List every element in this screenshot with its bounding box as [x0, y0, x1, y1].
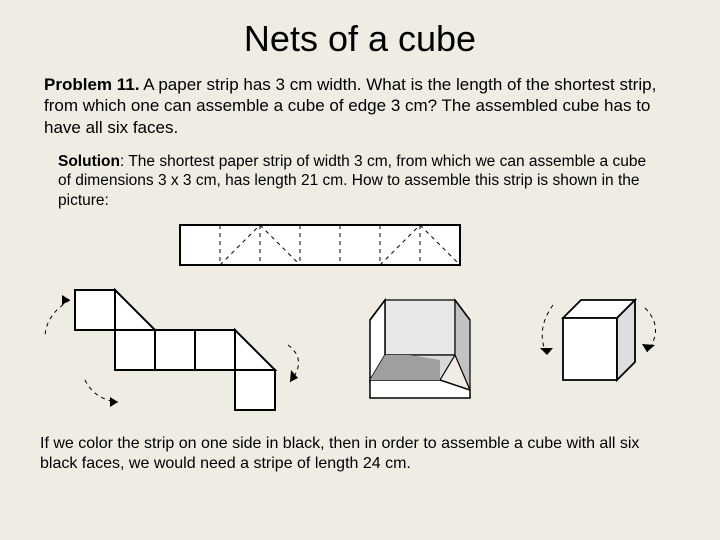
strip-diagram [180, 225, 460, 265]
problem-label: Problem 11. [44, 75, 139, 94]
footnote: If we color the strip on one side in bla… [40, 434, 680, 474]
zigzag-net [45, 290, 299, 410]
page-title: Nets of a cube [40, 18, 680, 60]
open-cube [370, 300, 470, 398]
solution-block: Solution: The shortest paper strip of wi… [58, 152, 662, 210]
solution-text: : The shortest paper strip of width 3 cm… [58, 153, 646, 209]
figure-area [40, 220, 680, 420]
closed-cube [540, 300, 656, 380]
nets-figure [40, 220, 680, 420]
problem-block: Problem 11. A paper strip has 3 cm width… [44, 74, 676, 138]
solution-label: Solution [58, 153, 120, 170]
